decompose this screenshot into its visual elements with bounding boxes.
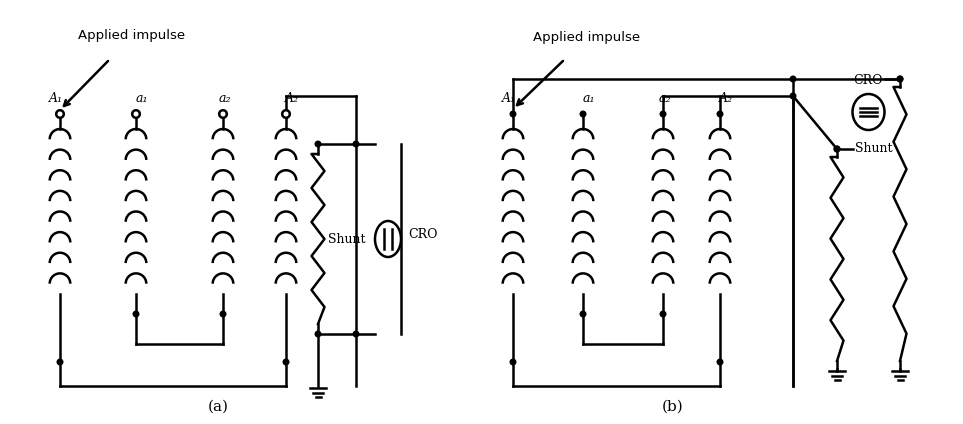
Circle shape (283, 359, 289, 365)
Circle shape (353, 141, 359, 147)
Circle shape (834, 146, 840, 152)
Circle shape (315, 141, 321, 147)
Text: Applied impulse: Applied impulse (78, 29, 185, 42)
Circle shape (898, 76, 902, 82)
Circle shape (791, 76, 795, 82)
Circle shape (132, 110, 140, 118)
Circle shape (898, 76, 902, 82)
Circle shape (510, 111, 516, 117)
Circle shape (717, 359, 723, 365)
Circle shape (353, 331, 359, 337)
Text: Shunt: Shunt (855, 142, 893, 155)
Circle shape (661, 111, 665, 117)
Circle shape (220, 110, 227, 118)
Text: CRO: CRO (408, 228, 437, 240)
Circle shape (834, 146, 840, 152)
Circle shape (717, 111, 723, 117)
Text: a₁: a₁ (136, 92, 148, 105)
Text: Applied impulse: Applied impulse (533, 31, 640, 44)
Text: CRO: CRO (854, 74, 883, 87)
Circle shape (133, 311, 139, 317)
Circle shape (56, 110, 64, 118)
Text: a₂: a₂ (659, 92, 671, 105)
Text: A₂: A₂ (285, 92, 299, 105)
Circle shape (580, 111, 586, 117)
Circle shape (221, 311, 225, 317)
Text: A₁: A₁ (49, 92, 63, 105)
Text: A₁: A₁ (502, 92, 516, 105)
Circle shape (315, 331, 321, 337)
Text: (b): (b) (663, 400, 684, 414)
Text: A₂: A₂ (719, 92, 733, 105)
Text: (a): (a) (207, 400, 228, 414)
Circle shape (282, 110, 290, 118)
Circle shape (580, 311, 586, 317)
Circle shape (791, 93, 795, 99)
Text: Shunt: Shunt (328, 232, 366, 245)
Text: a₂: a₂ (219, 92, 231, 105)
Circle shape (510, 359, 516, 365)
Text: a₁: a₁ (583, 92, 595, 105)
Circle shape (661, 311, 665, 317)
Circle shape (57, 359, 63, 365)
